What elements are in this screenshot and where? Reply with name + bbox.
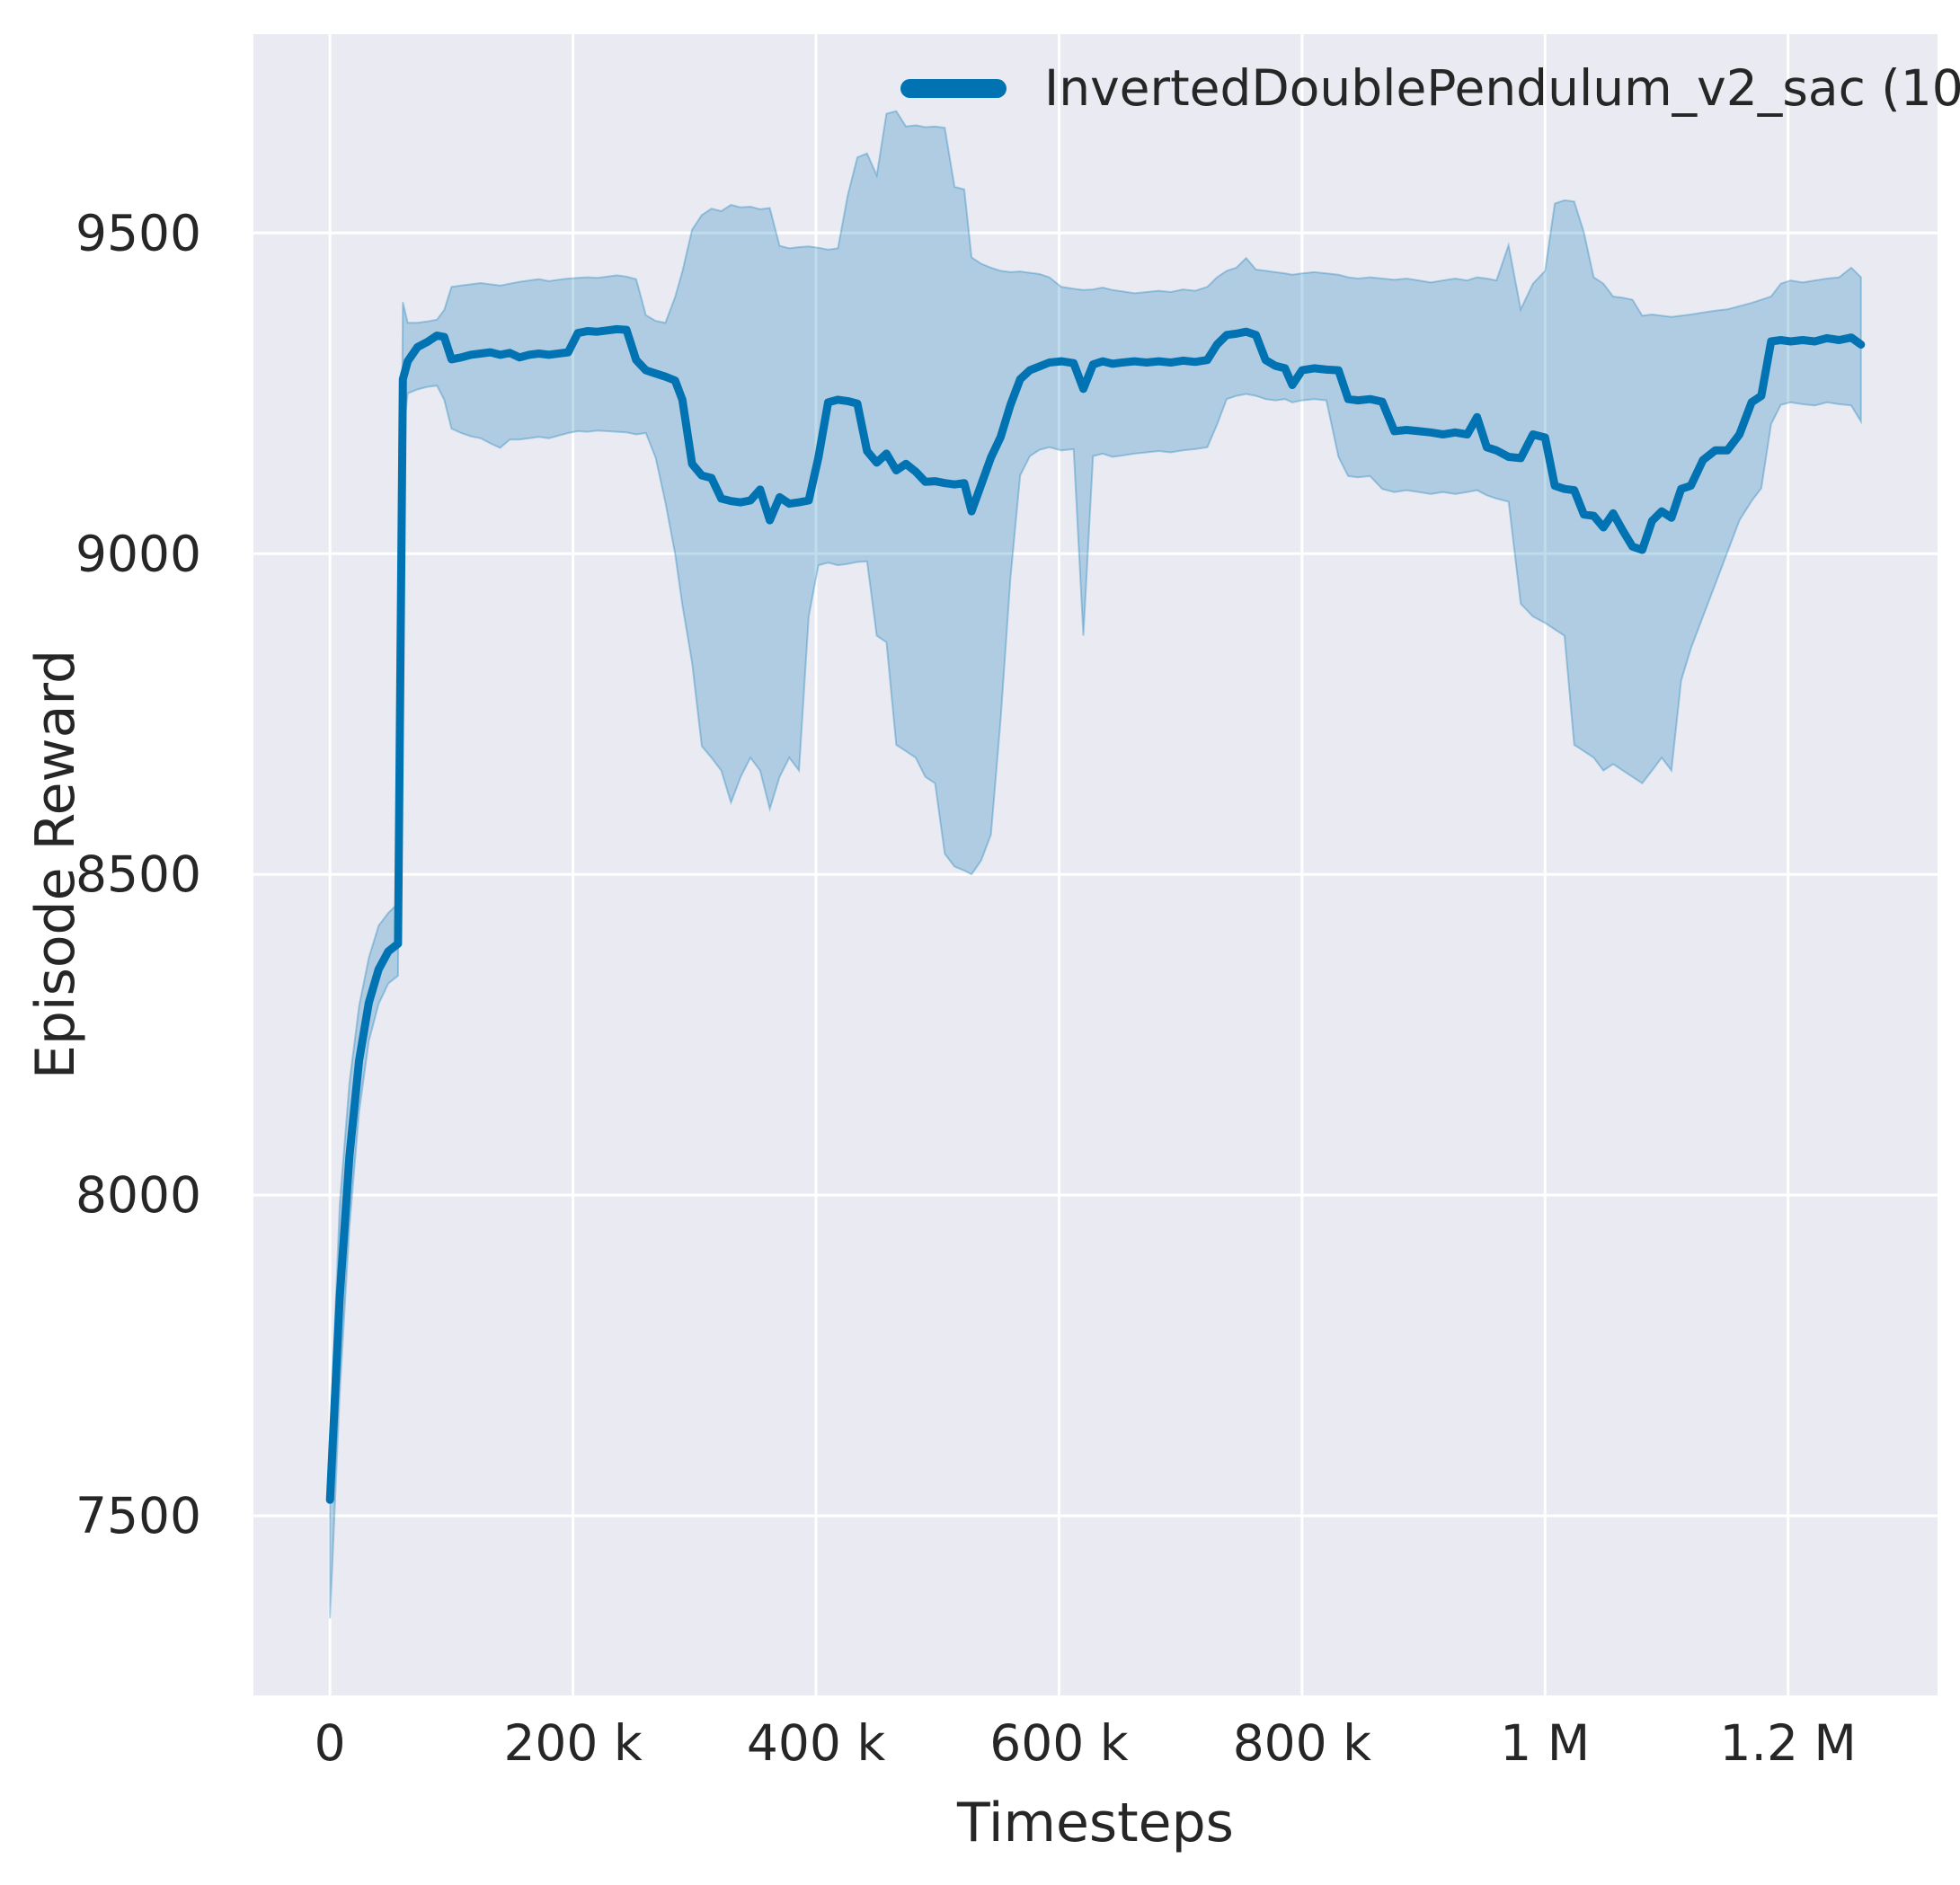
y-tick-label: 9000 [75,525,201,582]
legend: InvertedDoublePendulum_v2_sac (10) [900,59,1960,117]
y-tick-label: 9500 [75,204,201,261]
y-tick-label: 8000 [75,1166,201,1224]
plot-area [253,34,1938,1695]
y-tick-label: 7500 [75,1487,201,1544]
x-tick-label: 400 k [747,1714,885,1772]
mean-line [325,324,1866,1504]
legend-line-swatch-icon [900,78,1007,98]
x-tick-label: 600 k [989,1714,1128,1772]
y-tick-label: 8500 [75,845,201,903]
legend-entry-label: InvertedDoublePendulum_v2_sac (10) [1044,59,1960,117]
x-tick-label: 200 k [503,1714,642,1772]
x-axis-label: Timesteps [957,1792,1234,1854]
x-tick-label: 800 k [1233,1714,1371,1772]
x-tick-label: 0 [315,1714,346,1772]
x-tick-label: 1.2 M [1719,1714,1856,1772]
x-tick-label: 1 M [1500,1714,1590,1772]
y-axis-label: Episode Reward [24,649,87,1080]
